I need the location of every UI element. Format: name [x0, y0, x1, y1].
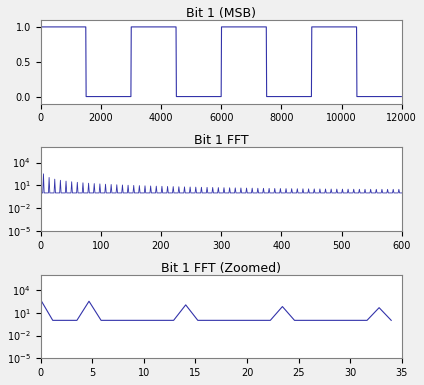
- Title: Bit 1 (MSB): Bit 1 (MSB): [186, 7, 256, 20]
- Title: Bit 1 FFT: Bit 1 FFT: [194, 134, 248, 147]
- Title: Bit 1 FFT (Zoomed): Bit 1 FFT (Zoomed): [161, 262, 281, 275]
